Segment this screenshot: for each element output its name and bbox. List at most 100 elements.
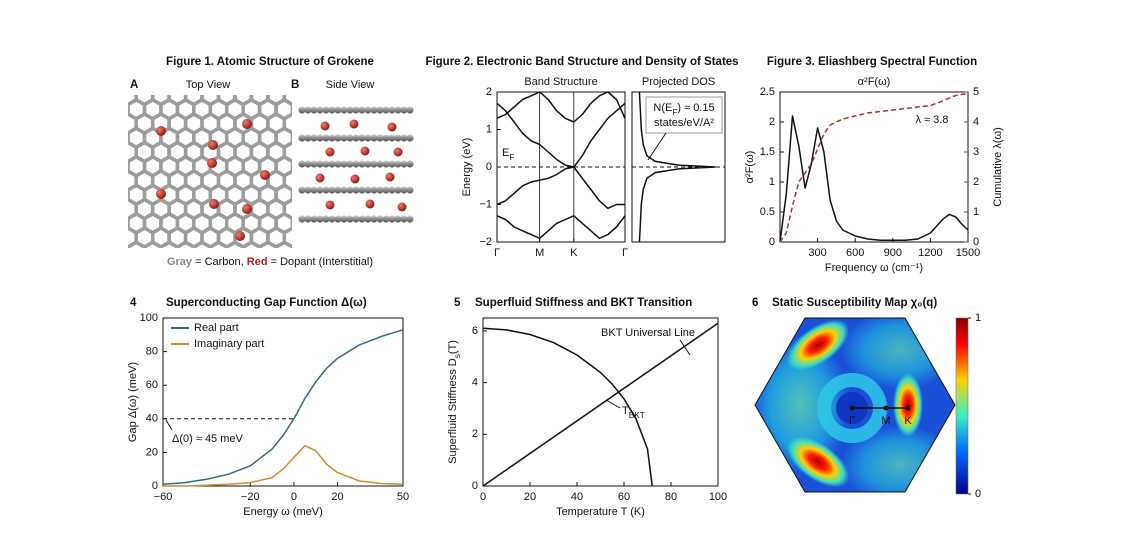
carbon-atom [376, 160, 384, 168]
x-tick-label: −60 [154, 491, 173, 503]
dopant-atom [387, 122, 397, 132]
y-axis-label: α²F(ω) [744, 151, 756, 184]
y-axis-label-part: Superfluid Stiffness D [447, 358, 459, 464]
dos-line [638, 91, 716, 243]
point-label: M [881, 415, 890, 427]
y-axis-label: Gap Δ(ω) (meV) [127, 362, 139, 442]
carbon-atom [310, 134, 318, 142]
dopant-atom [320, 121, 330, 131]
carbon-atom [322, 160, 330, 168]
leader-line [165, 419, 173, 431]
carbon-atom [340, 134, 348, 142]
annotation-part: ) ≈ 0.15 [677, 102, 714, 114]
carbon-atom [304, 134, 312, 142]
carbon-atom [304, 215, 312, 223]
carbon-atom [334, 160, 342, 168]
carbon-atom [346, 215, 354, 223]
y2-tick-label: 2 [973, 176, 979, 188]
dopant-atom [385, 172, 395, 182]
carbon-atom [346, 160, 354, 168]
panel-number: 6 [752, 297, 758, 309]
carbon-atom [394, 134, 402, 142]
panel-letter: A [130, 79, 138, 91]
carbon-atom [334, 215, 342, 223]
x-tick-label: 1500 [956, 247, 980, 259]
y-tick-label: 2 [472, 428, 478, 440]
series-line [496, 91, 626, 123]
carbon-ring [282, 226, 292, 248]
x-tick-label: 300 [808, 247, 826, 259]
series-line [496, 166, 625, 210]
dopant-atom [365, 199, 375, 209]
annotation: λ ≈ 3.8 [916, 114, 949, 126]
x-tick-label: 20 [331, 491, 343, 503]
carbon-atom [406, 106, 414, 114]
side-view-layers [298, 106, 414, 223]
carbon-atom [310, 106, 318, 114]
carbon-atom [298, 215, 306, 223]
x-tick-label: Γ [622, 247, 628, 259]
y-axis-label: Energy (eV) [461, 138, 473, 197]
leader-line [647, 132, 667, 161]
y-tick-label: 1 [486, 123, 492, 135]
carbon-atom [298, 160, 306, 168]
y-tick-label: 1.5 [760, 146, 775, 158]
carbon-ring [282, 197, 292, 221]
annotation: EF [502, 147, 514, 162]
x-tick-label: 0 [480, 491, 486, 503]
chart-subtitle: Band Structure [524, 76, 597, 88]
carbon-atom [352, 186, 360, 194]
carbon-atom [388, 215, 396, 223]
x-tick-label: 600 [846, 247, 864, 259]
carbon-atom [304, 160, 312, 168]
annotation: N(EF) ≈ 0.15 [653, 102, 714, 117]
x-tick-label: K [570, 247, 578, 259]
carbon-atom [370, 106, 378, 114]
caption-part: Red [247, 256, 268, 268]
carbon-atom [340, 160, 348, 168]
carbon-atom [400, 160, 408, 168]
y-tick-label: −2 [479, 236, 492, 248]
y-tick-label: 0.5 [760, 206, 775, 218]
carbon-atom [376, 215, 384, 223]
x-axis-label: Frequency ω (cm⁻¹) [825, 262, 923, 274]
dopant-atom [360, 146, 370, 156]
carbon-atom [364, 106, 372, 114]
carbon-atom [316, 106, 324, 114]
x-axis-label: Temperature T (K) [556, 506, 645, 518]
dopant-atom [350, 174, 360, 184]
legend-label: Real part [194, 322, 239, 334]
carbon-atom [298, 134, 306, 142]
carbon-atom [394, 215, 402, 223]
carbon-atom [322, 106, 330, 114]
y-axis-label-part: (T) [447, 340, 459, 354]
carbon-atom [358, 215, 366, 223]
carbon-atom [334, 186, 342, 194]
colorbar-tick-label: 1 [975, 312, 981, 324]
y2-tick-label: 3 [973, 146, 979, 158]
y2-tick-label: 5 [973, 86, 979, 98]
chart-subtitle: α²F(ω) [858, 76, 891, 88]
y-tick-label: 0 [472, 480, 478, 492]
carbon-ring [282, 112, 292, 135]
panel-title: Static Susceptibility Map χ₀(q) [772, 297, 937, 309]
carbon-atom [406, 186, 414, 194]
series-line [496, 102, 626, 168]
leader-line [679, 339, 691, 356]
series-line [779, 115, 969, 243]
carbon-atom [358, 106, 366, 114]
panel-title: Top View [186, 79, 230, 91]
dopant-atom [208, 140, 218, 150]
carbon-atom [340, 106, 348, 114]
point-dot [849, 405, 855, 411]
carbon-atom [382, 134, 390, 142]
panel-title: Superconducting Gap Function Δ(ω) [166, 297, 367, 309]
figure-title: Figure 3. Eliashberg Spectral Function [767, 56, 977, 68]
x-tick-label: 0 [291, 491, 297, 503]
dopant-atom [325, 200, 335, 210]
series-line [482, 322, 719, 487]
carbon-atom [364, 134, 372, 142]
carbon-ring [274, 240, 292, 248]
carbon-atom [376, 134, 384, 142]
